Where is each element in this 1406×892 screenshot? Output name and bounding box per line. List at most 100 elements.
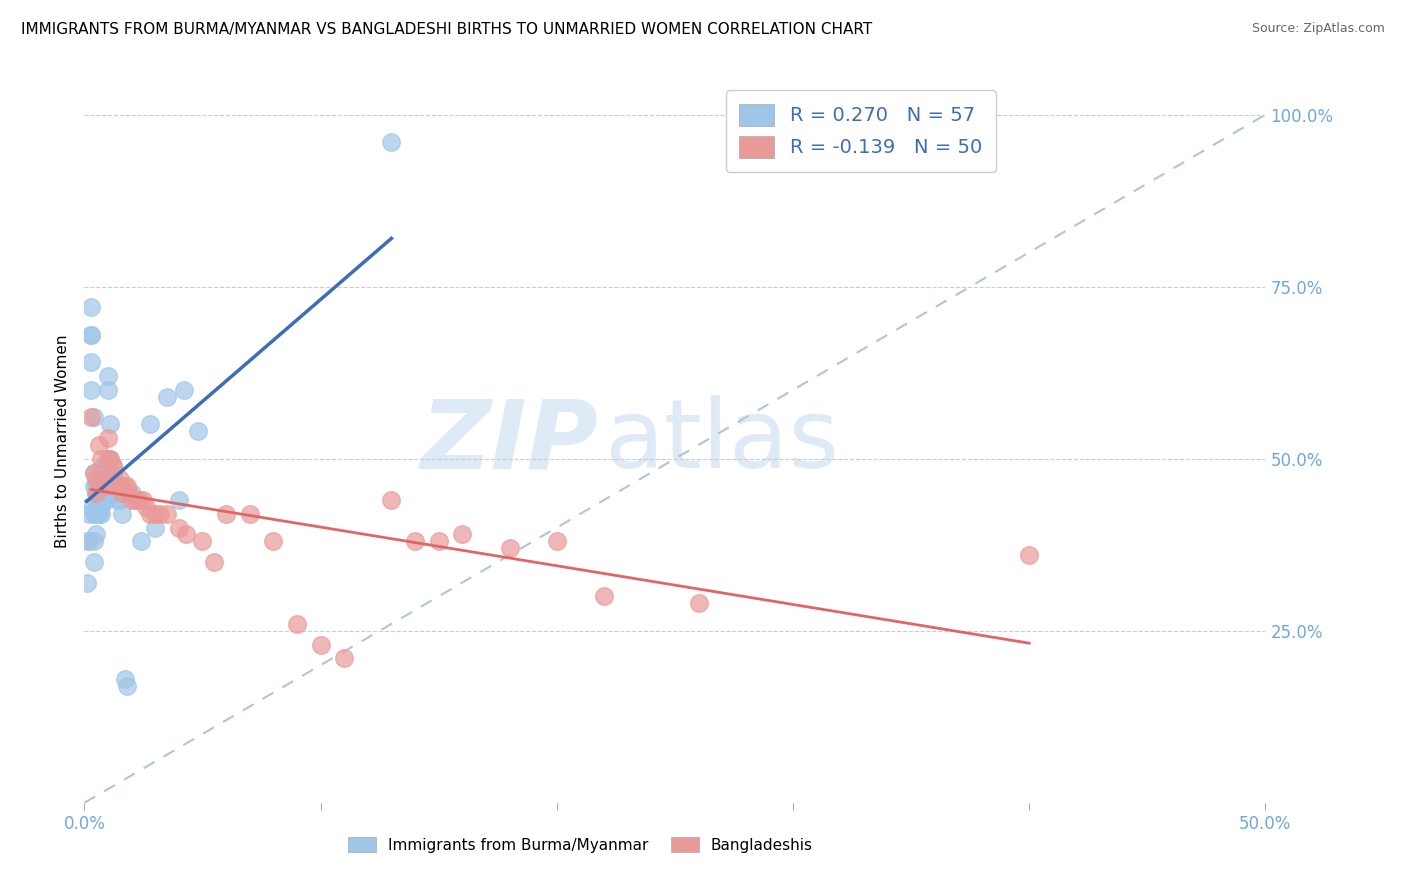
Point: [115, 479, 138, 493]
Point: [94, 472, 117, 486]
Point: [97, 451, 120, 466]
Point: [101, 472, 124, 486]
Point: [83, 534, 105, 549]
Point: [91, 458, 114, 473]
Point: [91, 493, 114, 508]
Point: [97, 369, 120, 384]
Point: [139, 417, 162, 432]
Point: [90, 493, 112, 508]
Point: [111, 486, 134, 500]
Point: [107, 479, 129, 493]
Point: [451, 527, 474, 541]
Point: [84, 486, 107, 500]
Point: [90, 451, 112, 466]
Point: [80, 383, 103, 397]
Point: [333, 651, 356, 665]
Point: [115, 679, 138, 693]
Y-axis label: Births to Unmarried Women: Births to Unmarried Women: [55, 334, 70, 549]
Point: [129, 534, 152, 549]
Text: IMMIGRANTS FROM BURMA/MYANMAR VS BANGLADESHI BIRTHS TO UNMARRIED WOMEN CORRELATI: IMMIGRANTS FROM BURMA/MYANMAR VS BANGLAD…: [21, 22, 872, 37]
Point: [84, 486, 107, 500]
Point: [77, 507, 100, 521]
Point: [114, 479, 136, 493]
Point: [125, 493, 148, 508]
Point: [380, 135, 402, 149]
Point: [108, 472, 131, 486]
Point: [187, 424, 209, 438]
Point: [87, 479, 110, 493]
Point: [107, 493, 129, 508]
Point: [83, 507, 105, 521]
Point: [498, 541, 520, 556]
Point: [87, 486, 110, 500]
Point: [87, 507, 110, 521]
Point: [97, 383, 120, 397]
Point: [1018, 548, 1040, 562]
Point: [143, 507, 166, 521]
Point: [156, 390, 179, 404]
Point: [262, 534, 284, 549]
Point: [83, 466, 105, 480]
Point: [128, 493, 150, 508]
Point: [121, 486, 143, 500]
Point: [84, 507, 107, 521]
Point: [114, 672, 136, 686]
Point: [98, 417, 121, 432]
Point: [83, 410, 105, 425]
Point: [90, 466, 112, 480]
Point: [104, 486, 127, 500]
Point: [215, 507, 238, 521]
Point: [135, 500, 157, 514]
Point: [83, 466, 105, 480]
Point: [84, 479, 107, 493]
Point: [80, 355, 103, 369]
Point: [688, 596, 710, 610]
Legend: Immigrants from Burma/Myanmar, Bangladeshis: Immigrants from Burma/Myanmar, Banglades…: [340, 829, 821, 860]
Point: [174, 527, 197, 541]
Point: [309, 638, 332, 652]
Point: [104, 479, 127, 493]
Point: [77, 534, 100, 549]
Point: [77, 500, 100, 514]
Point: [84, 500, 107, 514]
Point: [404, 534, 426, 549]
Point: [101, 458, 124, 473]
Point: [132, 493, 155, 508]
Point: [80, 327, 103, 342]
Point: [167, 520, 190, 534]
Point: [427, 534, 450, 549]
Point: [90, 479, 112, 493]
Point: [80, 327, 103, 342]
Point: [546, 534, 568, 549]
Point: [84, 472, 107, 486]
Point: [156, 507, 179, 521]
Point: [380, 493, 402, 508]
Point: [139, 507, 162, 521]
Point: [91, 472, 114, 486]
Point: [167, 493, 190, 508]
Point: [90, 507, 112, 521]
Point: [101, 466, 124, 480]
Point: [101, 458, 124, 473]
Point: [143, 520, 166, 534]
Point: [191, 534, 214, 549]
Point: [94, 493, 117, 508]
Point: [80, 410, 103, 425]
Point: [125, 493, 148, 508]
Text: atlas: atlas: [605, 395, 839, 488]
Point: [76, 575, 98, 590]
Point: [285, 616, 308, 631]
Point: [83, 479, 105, 493]
Point: [173, 383, 195, 397]
Point: [121, 493, 143, 508]
Point: [239, 507, 262, 521]
Point: [90, 472, 112, 486]
Point: [87, 438, 110, 452]
Point: [593, 590, 616, 604]
Point: [97, 431, 120, 445]
Point: [84, 527, 107, 541]
Point: [90, 500, 112, 514]
Point: [108, 493, 131, 508]
Point: [202, 555, 225, 569]
Point: [91, 472, 114, 486]
